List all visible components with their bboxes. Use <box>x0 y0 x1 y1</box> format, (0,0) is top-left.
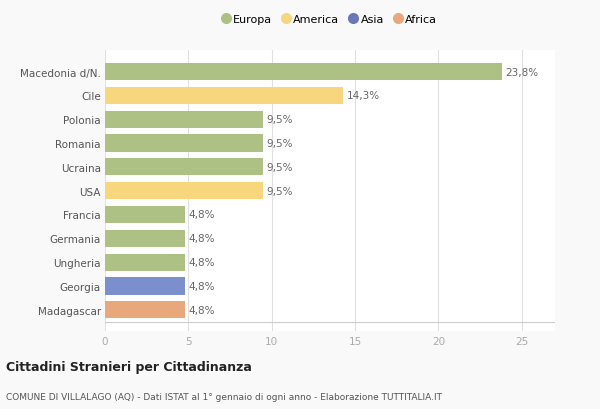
Bar <box>105 254 185 271</box>
Text: 4,8%: 4,8% <box>188 234 215 244</box>
Text: 4,8%: 4,8% <box>188 210 215 220</box>
Text: 9,5%: 9,5% <box>266 139 293 149</box>
Bar <box>105 207 185 224</box>
Bar <box>105 159 263 176</box>
Bar <box>105 230 185 247</box>
Bar <box>105 64 502 81</box>
Text: COMUNE DI VILLALAGO (AQ) - Dati ISTAT al 1° gennaio di ogni anno - Elaborazione : COMUNE DI VILLALAGO (AQ) - Dati ISTAT al… <box>6 392 442 401</box>
Text: 9,5%: 9,5% <box>266 186 293 196</box>
Text: 9,5%: 9,5% <box>266 162 293 173</box>
Bar <box>105 135 263 152</box>
Legend: Europa, America, Asia, Africa: Europa, America, Asia, Africa <box>223 15 437 25</box>
Bar <box>105 183 263 200</box>
Bar <box>105 88 343 105</box>
Text: Cittadini Stranieri per Cittadinanza: Cittadini Stranieri per Cittadinanza <box>6 360 252 373</box>
Bar <box>105 111 263 128</box>
Text: 4,8%: 4,8% <box>188 305 215 315</box>
Bar <box>105 278 185 295</box>
Text: 14,3%: 14,3% <box>347 91 380 101</box>
Bar <box>105 301 185 319</box>
Text: 9,5%: 9,5% <box>266 115 293 125</box>
Text: 23,8%: 23,8% <box>505 67 538 77</box>
Text: 4,8%: 4,8% <box>188 281 215 291</box>
Text: 4,8%: 4,8% <box>188 258 215 267</box>
